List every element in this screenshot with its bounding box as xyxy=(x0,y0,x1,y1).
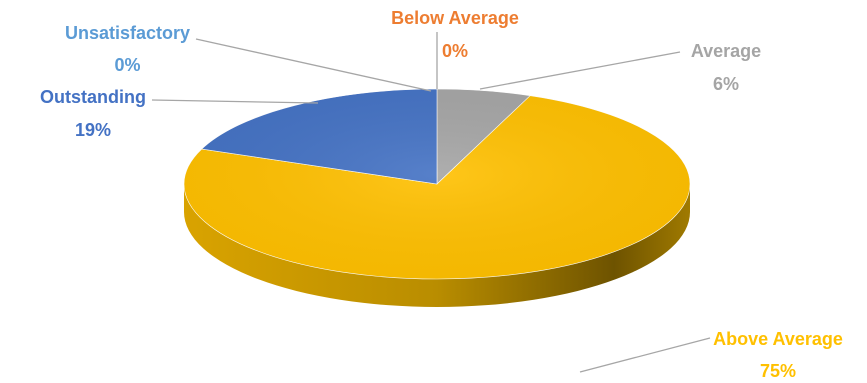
leader-lines xyxy=(151,32,711,373)
pie-top-face xyxy=(183,88,691,280)
leader-line-average xyxy=(479,51,681,90)
leader-line-unsatisfactory xyxy=(195,38,432,92)
label-name-average: Average xyxy=(691,41,761,61)
label-value-above-average: 75% xyxy=(760,361,796,381)
pie-top-highlight xyxy=(184,89,690,279)
label-value-outstanding: 19% xyxy=(75,120,111,140)
label-value-unsatisfactory: 0% xyxy=(114,55,140,75)
label-name-outstanding: Outstanding xyxy=(40,87,146,107)
pie-side-wall xyxy=(184,184,690,307)
label-value-average: 6% xyxy=(713,74,739,94)
leader-line-above-average xyxy=(579,337,711,373)
pie-side-above-average xyxy=(184,184,690,307)
data-labels: Unsatisfactory 0% Below Average 0% Average 6%… xyxy=(40,8,843,381)
label-name-above-average: Above Average xyxy=(713,329,843,349)
label-name-below-average: Below Average xyxy=(391,8,519,28)
label-value-below-average: 0% xyxy=(442,41,468,61)
leader-line-outstanding xyxy=(151,99,319,104)
label-name-unsatisfactory: Unsatisfactory xyxy=(65,23,190,43)
